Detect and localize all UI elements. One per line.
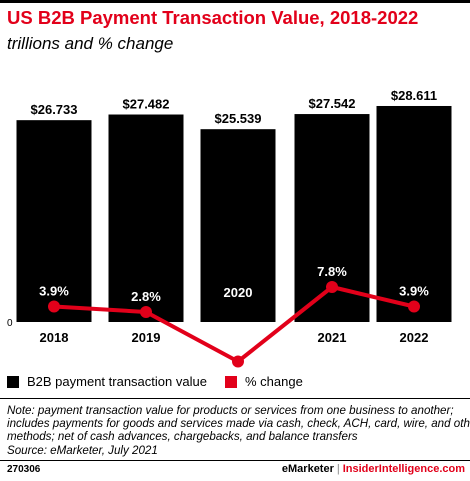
- change-value-label: 3.9%: [39, 284, 69, 299]
- note-line: includes payments for goods and services…: [7, 417, 470, 431]
- bar: [376, 105, 452, 322]
- x-tick-label: 2021: [318, 330, 347, 345]
- chart-subtitle: trillions and % change: [7, 34, 174, 53]
- footer-brand: eMarketer | InsiderIntelligence.com: [282, 463, 465, 475]
- bar-value-label: $27.482: [123, 97, 170, 112]
- change-point: [48, 300, 60, 313]
- bar: [200, 129, 276, 322]
- bar-value-label: $25.539: [215, 111, 262, 126]
- bar-value-label: $27.542: [309, 96, 356, 111]
- bar-value-label: $28.611: [391, 88, 437, 103]
- change-value-label: 3.9%: [399, 284, 429, 299]
- note-line: Note: payment transaction value for prod…: [7, 404, 454, 417]
- legend-label-value: B2B payment transaction value: [27, 374, 207, 389]
- zero-tick-label: 0: [7, 318, 13, 329]
- bar-value-label: $26.733: [31, 102, 78, 117]
- chart-title: US B2B Payment Transaction Value, 2018-2…: [7, 7, 419, 28]
- change-value-label: 2.8%: [131, 289, 161, 304]
- change-point: [326, 281, 338, 293]
- brand-insiderintelligence: InsiderIntelligence.com: [342, 463, 465, 475]
- note-line: methods; net of cash advances, chargebac…: [7, 430, 358, 444]
- legend-label-change: % change: [245, 374, 303, 389]
- chart-id: 270306: [7, 464, 41, 475]
- chart-area: 0 $26.733 2018 $27.482 2019 $25.539 2020 $27.54…: [7, 88, 452, 368]
- x-tick-label: 2018: [40, 330, 69, 345]
- top-rule: [0, 0, 470, 3]
- source-line: Source: eMarketer, July 2021: [7, 443, 158, 457]
- legend-swatch-value: [7, 376, 19, 388]
- chart-note: Note: payment transaction value for prod…: [7, 404, 470, 457]
- x-tick-label: 2020: [224, 285, 253, 300]
- change-point: [232, 355, 244, 368]
- brand-separator: |: [336, 463, 340, 475]
- change-point: [140, 306, 152, 318]
- bar: [16, 120, 92, 322]
- x-tick-label: 2022: [400, 330, 429, 345]
- divider-bottom: [0, 460, 470, 461]
- x-tick-label: 2019: [132, 330, 161, 345]
- legend-swatch-change: [225, 376, 237, 388]
- change-value-label: 7.8%: [317, 264, 347, 279]
- change-point: [408, 300, 420, 313]
- brand-emarketer: eMarketer: [281, 463, 334, 475]
- bar: [108, 114, 184, 322]
- divider-top: [0, 398, 470, 399]
